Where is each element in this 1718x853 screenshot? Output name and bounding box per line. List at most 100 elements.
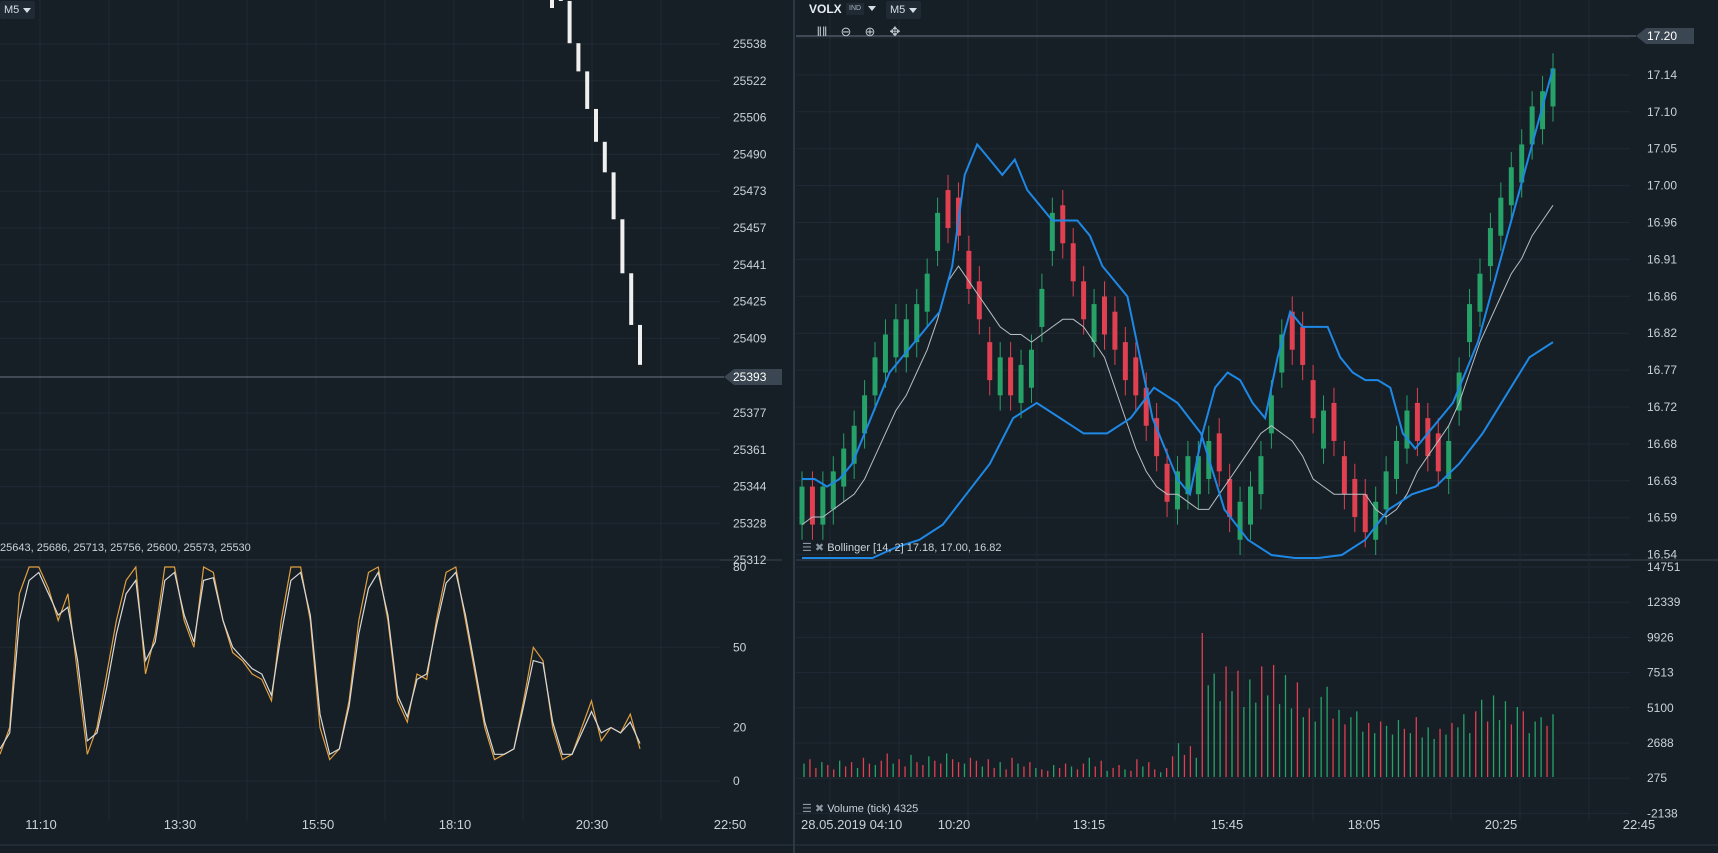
left-price-tick-label: 25312 bbox=[733, 553, 767, 567]
price-candle bbox=[1300, 326, 1306, 365]
symbol-label[interactable]: VOLX bbox=[809, 2, 842, 16]
price-candle bbox=[966, 250, 972, 289]
price-candle bbox=[1341, 456, 1347, 495]
price-candle bbox=[1216, 433, 1222, 472]
chevron-down-icon bbox=[909, 7, 918, 13]
price-candle bbox=[914, 304, 920, 343]
price-candle bbox=[1321, 410, 1327, 449]
left-price-tick-label: 25506 bbox=[733, 111, 767, 125]
price-candle bbox=[1373, 501, 1379, 540]
right-price-tick-label: 16.86 bbox=[1647, 289, 1677, 303]
left-price-tick-label: 25377 bbox=[733, 406, 767, 420]
right-price-tick-label: 16.72 bbox=[1647, 400, 1677, 414]
price-candle bbox=[976, 281, 982, 320]
price-candle bbox=[1018, 364, 1024, 403]
right-price-tick-label: 16.77 bbox=[1647, 363, 1677, 377]
right-price-tick-label: 17.14 bbox=[1647, 68, 1677, 82]
oscillator-tick-label: 50 bbox=[733, 640, 747, 654]
left-time-axis-label: 18:10 bbox=[439, 817, 472, 832]
left-price-tick-label: 25409 bbox=[733, 331, 767, 345]
right-price-tick-label: 17.10 bbox=[1647, 105, 1677, 119]
right-price-tick-label: 16.54 bbox=[1647, 548, 1677, 562]
price-candle bbox=[841, 448, 847, 487]
price-candle bbox=[830, 471, 836, 510]
price-candle bbox=[550, 0, 554, 8]
left-price-tick-label: 25441 bbox=[733, 258, 767, 272]
price-candle bbox=[1060, 205, 1066, 244]
left-time-axis-label: 11:10 bbox=[25, 817, 57, 832]
bars-icon[interactable]: ‖‖ bbox=[816, 24, 828, 39]
left-price-tick-label: 25538 bbox=[733, 37, 767, 51]
price-candle bbox=[1352, 478, 1358, 517]
price-candle bbox=[1529, 106, 1535, 145]
left-price-tick-label: 25425 bbox=[733, 295, 767, 309]
oscillator-tick-label: 20 bbox=[733, 721, 747, 735]
left-price-tick-label: 25457 bbox=[733, 221, 767, 235]
price-candle bbox=[1268, 395, 1274, 434]
volume-tick-label: 275 bbox=[1647, 771, 1667, 785]
right-time-axis-label: 20:25 bbox=[1485, 817, 1518, 832]
price-candle bbox=[1143, 387, 1149, 426]
price-candle bbox=[1394, 440, 1400, 479]
price-candle bbox=[567, 0, 572, 44]
stochastic-line-k bbox=[0, 565, 641, 761]
volume-tick-label: 14751 bbox=[1647, 560, 1681, 574]
right-price-tick-label: 16.63 bbox=[1647, 474, 1677, 488]
right-time-axis-label: 28.05.2019 04:10 bbox=[801, 817, 902, 832]
price-candle bbox=[585, 71, 590, 109]
zoom-in-icon[interactable]: ⊕ bbox=[864, 24, 876, 39]
price-candle bbox=[872, 357, 878, 396]
price-candle bbox=[1154, 418, 1160, 457]
right-price-tick-label: 17.05 bbox=[1647, 142, 1677, 156]
price-candle bbox=[1289, 311, 1295, 350]
left-price-tag-label: 25393 bbox=[733, 370, 767, 384]
price-candle bbox=[638, 324, 642, 365]
crosshair-icon[interactable]: ✥ bbox=[889, 24, 901, 39]
price-candle bbox=[1404, 410, 1410, 449]
left-timeframe-selector[interactable]: M5 bbox=[0, 1, 36, 19]
price-candle bbox=[594, 108, 598, 142]
price-candle bbox=[893, 319, 899, 358]
price-candle bbox=[809, 486, 815, 525]
price-candle bbox=[1122, 342, 1128, 381]
price-candle bbox=[1185, 456, 1191, 495]
price-candle bbox=[602, 141, 607, 173]
volume-tick-label: 2688 bbox=[1647, 736, 1674, 750]
left-time-axis-label: 13:30 bbox=[164, 817, 197, 832]
price-candle bbox=[1425, 418, 1431, 457]
indicator-menu-icon[interactable]: ☰ ✖ bbox=[802, 542, 828, 554]
right-price-tick-label: 16.82 bbox=[1647, 326, 1677, 340]
symbol-chevron-down-icon[interactable] bbox=[868, 6, 876, 11]
price-candle bbox=[945, 190, 951, 229]
price-candle bbox=[1362, 494, 1368, 533]
indicator-menu-icon[interactable]: ☰ ✖ bbox=[802, 803, 828, 815]
price-candle bbox=[997, 357, 1003, 396]
right-time-axis-label: 18:05 bbox=[1348, 817, 1381, 832]
volume-tick-label: 5100 bbox=[1647, 701, 1674, 715]
price-candle bbox=[1508, 167, 1514, 206]
price-candle bbox=[1039, 288, 1045, 327]
left-oscillator-legend: 25643, 25686, 25713, 25756, 25600, 25573… bbox=[0, 542, 251, 554]
right-price-tick-label: 17.00 bbox=[1647, 179, 1677, 193]
volume-legend-text: Volume (tick) 4325 bbox=[827, 803, 919, 815]
price-candle bbox=[1519, 144, 1525, 183]
zoom-out-icon[interactable]: ⊖ bbox=[840, 24, 852, 39]
price-candle bbox=[1133, 357, 1139, 396]
price-candle bbox=[1101, 296, 1107, 335]
price-candle bbox=[862, 395, 868, 434]
right-timeframe-selector[interactable]: M5 bbox=[886, 1, 922, 19]
price-candle bbox=[1237, 501, 1243, 540]
right-time-axis-label: 10:20 bbox=[938, 817, 971, 832]
left-price-tick-label: 25490 bbox=[733, 147, 767, 161]
volume-legend: ☰ ✖ Volume (tick) 4325 bbox=[802, 802, 918, 816]
price-candle bbox=[629, 273, 634, 325]
price-candle bbox=[1248, 486, 1254, 525]
price-candle bbox=[1477, 273, 1483, 312]
price-candle bbox=[903, 319, 909, 358]
price-candle bbox=[799, 486, 805, 525]
price-candle bbox=[1070, 243, 1076, 282]
left-timeframe-label: M5 bbox=[4, 4, 20, 16]
price-candle bbox=[1175, 471, 1180, 510]
price-candle bbox=[987, 342, 993, 381]
